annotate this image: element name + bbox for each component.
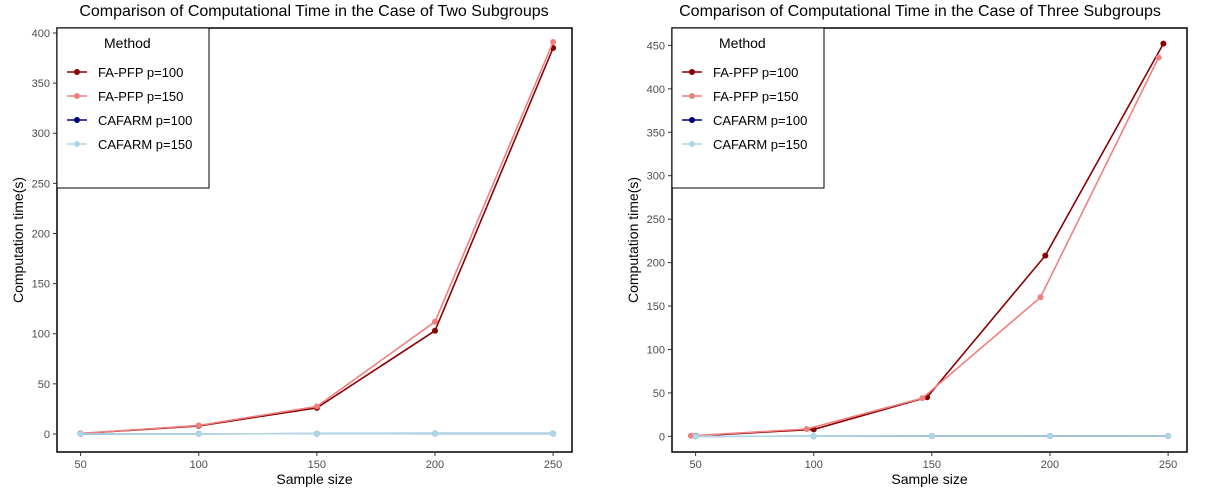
x-tick-label: 100 <box>190 459 208 471</box>
y-tick-label: 150 <box>647 301 665 313</box>
y-tick-label: 200 <box>32 228 50 240</box>
x-tick-label: 200 <box>1041 459 1059 471</box>
y-tick-label: 50 <box>653 388 665 400</box>
x-tick-label: 150 <box>308 459 326 471</box>
x-tick-label: 250 <box>544 459 562 471</box>
legend-swatch-point <box>689 93 695 99</box>
legend-swatch-point <box>689 117 695 123</box>
data-point <box>313 403 320 410</box>
legend-item: FA-PFP p=100 <box>682 65 798 80</box>
x-axis-label: Sample size <box>276 471 352 487</box>
y-tick-label: 400 <box>647 84 665 96</box>
y-tick-label: 0 <box>659 431 665 443</box>
legend-item: CAFARM p=100 <box>67 113 192 128</box>
data-point <box>1037 294 1044 301</box>
legend-box <box>56 27 210 189</box>
y-tick-label: 50 <box>38 379 50 391</box>
data-point <box>810 433 817 440</box>
data-point <box>1042 252 1049 259</box>
legend-title: Method <box>719 35 766 51</box>
data-point <box>692 433 699 440</box>
legend-item: CAFARM p=150 <box>682 137 807 152</box>
data-point <box>1165 432 1172 439</box>
legend-label: FA-PFP p=100 <box>713 65 798 80</box>
legend: Method FA-PFP p=100 FA-PFP p=150 CAFARM p=1… <box>671 27 825 189</box>
data-point <box>432 318 438 325</box>
data-point <box>550 39 557 45</box>
legend-swatch-point <box>74 141 80 147</box>
legend-label: FA-PFP p=150 <box>98 89 183 104</box>
legend-label: FA-PFP p=150 <box>713 89 798 104</box>
data-point <box>195 422 202 429</box>
y-tick-label: 300 <box>32 128 50 140</box>
x-tick-label: 50 <box>74 459 86 471</box>
legend-item: FA-PFP p=100 <box>67 65 183 80</box>
data-point <box>928 433 935 440</box>
series-fa-pfp-p-150 <box>687 54 1162 439</box>
legend-swatch-point <box>74 93 80 99</box>
y-tick-label: 400 <box>32 28 50 40</box>
x-tick-label: 200 <box>426 459 444 471</box>
data-point <box>432 327 438 334</box>
legend-swatch-point <box>689 141 695 147</box>
x-tick-label: 150 <box>923 459 941 471</box>
data-point <box>803 426 810 432</box>
data-point <box>77 430 84 437</box>
data-point <box>1047 433 1053 439</box>
y-tick-label: 250 <box>32 178 50 190</box>
y-axis-label: Computation time(s) <box>625 177 641 303</box>
y-tick-label: 350 <box>32 78 50 90</box>
legend-label: CAFARM p=150 <box>98 137 192 152</box>
legend-item: CAFARM p=150 <box>67 137 192 152</box>
chart-panel-2: Comparison of Computational Time in the … <box>625 3 1188 487</box>
data-point <box>432 430 438 437</box>
y-tick-label: 100 <box>647 344 665 356</box>
y-tick-label: 200 <box>647 258 665 270</box>
x-tick-label: 50 <box>689 459 701 471</box>
chart-title: Comparison of Computational Time in the … <box>679 3 1161 20</box>
data-point <box>195 430 202 437</box>
x-axis-label: Sample size <box>891 471 967 487</box>
legend-swatch-point <box>689 69 695 75</box>
legend-label: FA-PFP p=100 <box>98 65 183 80</box>
data-point <box>687 432 694 439</box>
x-tick-label: 100 <box>805 459 823 471</box>
plot-frame <box>56 27 573 453</box>
series-cafarm-p-150 <box>692 432 1172 440</box>
data-point <box>1160 40 1167 47</box>
legend-label: CAFARM p=150 <box>713 137 807 152</box>
legend: Method FA-PFP p=100 FA-PFP p=150 CAFARM p=1… <box>56 27 210 189</box>
y-tick-label: 0 <box>44 429 50 441</box>
legend-box <box>671 27 825 189</box>
legend-swatch-point <box>74 69 80 75</box>
y-tick-label: 150 <box>32 279 50 291</box>
y-tick-label: 300 <box>647 171 665 183</box>
legend-label: CAFARM p=100 <box>98 113 192 128</box>
legend-label: CAFARM p=100 <box>713 113 807 128</box>
y-tick-label: 450 <box>647 40 665 52</box>
data-point <box>919 395 926 402</box>
y-tick-label: 100 <box>32 329 50 341</box>
x-tick-label: 250 <box>1159 459 1177 471</box>
legend-item: FA-PFP p=150 <box>67 89 183 104</box>
series-cafarm-p-150 <box>77 430 557 437</box>
legend-item: FA-PFP p=150 <box>682 89 798 104</box>
data-point <box>550 430 557 437</box>
data-point <box>313 430 320 437</box>
chart-panel-1: Comparison of Computational Time in the … <box>10 3 573 487</box>
y-axis-label: Computation time(s) <box>10 177 26 303</box>
plot-frame <box>671 27 1188 453</box>
data-point <box>1155 54 1162 61</box>
legend-swatch-point <box>74 117 80 123</box>
y-tick-label: 350 <box>647 127 665 139</box>
legend-title: Method <box>104 35 151 51</box>
y-tick-label: 250 <box>647 214 665 226</box>
legend-item: CAFARM p=100 <box>682 113 807 128</box>
chart-title: Comparison of Computational Time in the … <box>79 3 548 20</box>
